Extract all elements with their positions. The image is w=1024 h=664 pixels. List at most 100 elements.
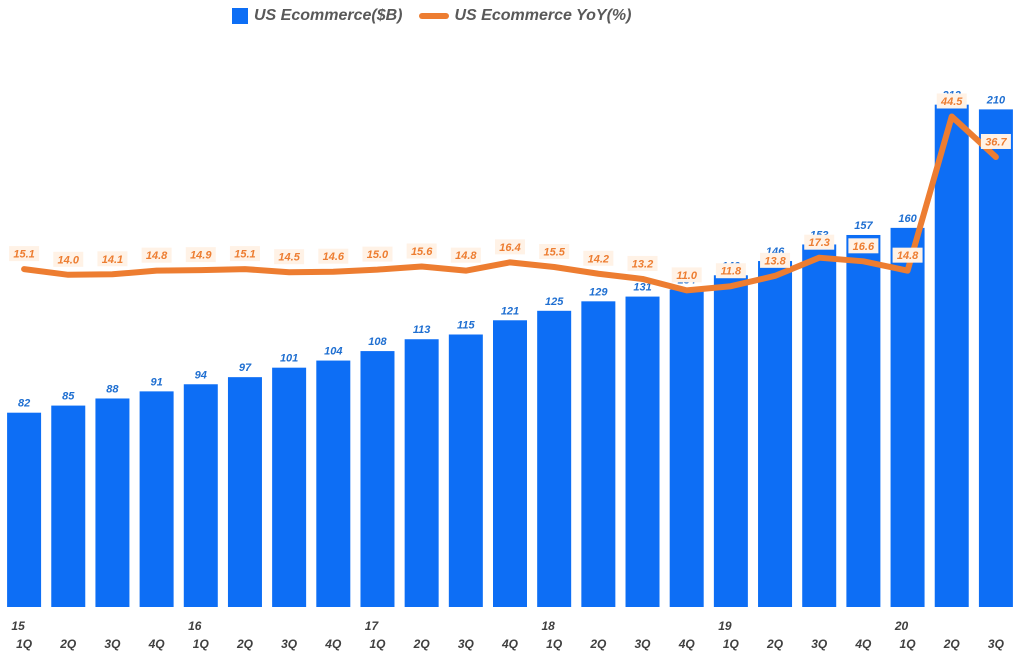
- bar-21[interactable]: [934, 104, 969, 608]
- yoy-label-text-10: 14.8: [455, 250, 477, 262]
- bar-label-10: 115: [457, 320, 475, 332]
- bar-4[interactable]: [183, 384, 218, 607]
- yoy-label-bg-12: [539, 244, 570, 260]
- bar-1[interactable]: [51, 405, 86, 607]
- yoy-label-8: 15.0: [362, 246, 393, 262]
- yoy-label-22: 36.7: [980, 133, 1011, 149]
- yoy-label-bg-8: [362, 246, 393, 262]
- bar-label-2: 88: [106, 383, 119, 395]
- yoy-label-bg-6: [274, 249, 305, 265]
- bar-14[interactable]: [625, 296, 660, 607]
- yoy-label-text-6: 14.5: [278, 252, 300, 264]
- bar-13[interactable]: [581, 301, 616, 607]
- yoy-label-13: 14.2: [583, 250, 614, 266]
- bar-8[interactable]: [360, 351, 395, 607]
- yoy-label-bg-16: [715, 263, 746, 279]
- yoy-label-text-5: 15.1: [234, 249, 255, 261]
- x-tick-quarter-8: 1Q: [369, 637, 386, 651]
- yoy-label-bg-5: [229, 246, 260, 262]
- bar-label-9: 113: [413, 324, 431, 336]
- yoy-label-16: 11.8: [715, 263, 746, 279]
- legend-item-ecommerce-yoy[interactable]: US Ecommerce YoY(%): [418, 7, 631, 25]
- bar-6[interactable]: [272, 367, 307, 607]
- x-tick-quarter-1: 2Q: [59, 637, 77, 651]
- bar-label-8: 108: [368, 336, 387, 348]
- bar-label-11: 121: [501, 305, 519, 317]
- x-tick-quarter-18: 3Q: [811, 637, 828, 651]
- bar-19[interactable]: [846, 234, 881, 607]
- bar-7[interactable]: [316, 360, 351, 607]
- bar-label-3: 91: [150, 376, 162, 388]
- bar-10[interactable]: [448, 334, 483, 608]
- yoy-label-0: 15.1: [9, 246, 40, 262]
- legend-swatch-line: [418, 13, 449, 19]
- bar-2[interactable]: [95, 398, 130, 607]
- x-tick-quarter-19: 4Q: [854, 637, 872, 651]
- yoy-label-text-3: 14.8: [146, 250, 168, 262]
- yoy-label-bg-14: [627, 255, 658, 271]
- yoy-label-21: 44.5: [936, 93, 967, 109]
- bar-20[interactable]: [890, 227, 925, 607]
- x-tick-quarter-7: 4Q: [324, 637, 342, 651]
- yoy-label-bg-4: [185, 247, 216, 263]
- x-tick-quarter-16: 1Q: [723, 637, 740, 651]
- bar-3[interactable]: [139, 391, 174, 607]
- yoy-label-text-8: 15.0: [367, 249, 389, 261]
- bar-12[interactable]: [537, 310, 572, 607]
- bar-5[interactable]: [227, 377, 262, 607]
- yoy-label-text-22: 36.7: [985, 136, 1007, 148]
- x-tick-quarter-6: 3Q: [281, 637, 298, 651]
- x-tick-year-4: 16: [188, 619, 202, 633]
- yoy-labels-layer: 15.1 14.0 14.1 14.8 14.9 15.1 14.5 14.6 15.0 15.6…: [9, 93, 1011, 283]
- yoy-label-text-13: 14.2: [588, 253, 609, 265]
- x-tick-quarter-2: 3Q: [104, 637, 121, 651]
- yoy-label-14: 13.2: [627, 255, 658, 271]
- bar-16[interactable]: [713, 275, 748, 607]
- bar-22[interactable]: [978, 109, 1013, 608]
- x-tick-quarter-3: 4Q: [148, 637, 166, 651]
- x-tick-quarter-14: 3Q: [635, 637, 652, 651]
- yoy-label-text-7: 14.6: [323, 251, 345, 263]
- bar-label-13: 129: [589, 286, 608, 298]
- bar-9[interactable]: [404, 339, 439, 607]
- bar-15[interactable]: [669, 289, 704, 607]
- legend-label-ecommerce-sales: US Ecommerce($B): [254, 7, 403, 24]
- x-tick-quarter-10: 3Q: [458, 637, 475, 651]
- bar-label-4: 94: [195, 369, 207, 381]
- bar-label-14: 131: [633, 282, 651, 294]
- bar-0[interactable]: [7, 412, 42, 607]
- yoy-label-bg-22: [980, 133, 1011, 149]
- yoy-label-bg-19: [848, 238, 879, 254]
- bar-label-20: 160: [898, 213, 917, 225]
- yoy-label-4: 14.9: [185, 247, 216, 263]
- yoy-label-20: 14.8: [892, 247, 923, 263]
- yoy-label-17: 13.8: [760, 252, 791, 268]
- bar-label-12: 125: [545, 296, 564, 308]
- yoy-label-text-0: 15.1: [13, 249, 34, 261]
- yoy-label-bg-13: [583, 250, 614, 266]
- yoy-label-2: 14.1: [97, 251, 128, 267]
- yoy-label-bg-3: [141, 247, 172, 263]
- bar-11[interactable]: [493, 320, 527, 607]
- yoy-label-bg-21: [936, 93, 967, 109]
- x-tick-quarter-0: 1Q: [16, 637, 33, 651]
- yoy-label-text-15: 11.0: [676, 270, 697, 282]
- yoy-label-text-2: 14.1: [102, 254, 123, 266]
- bar-label-6: 101: [280, 353, 298, 365]
- chart-legend: US Ecommerce($B) US Ecommerce YoY(%): [232, 2, 647, 30]
- x-tick-quarter-12: 1Q: [546, 637, 563, 651]
- yoy-label-bg-20: [892, 247, 923, 263]
- bar-18[interactable]: [802, 244, 837, 607]
- yoy-line[interactable]: [21, 113, 999, 294]
- yoy-label-1: 14.0: [53, 251, 84, 267]
- yoy-label-10: 14.8: [450, 247, 481, 263]
- yoy-label-text-4: 14.9: [190, 250, 212, 262]
- bar-17[interactable]: [758, 261, 793, 607]
- yoy-label-19: 16.6: [848, 238, 879, 254]
- yoy-label-bg-17: [760, 252, 791, 268]
- bar-label-17: 146: [766, 246, 785, 258]
- yoy-label-text-20: 14.8: [897, 250, 919, 262]
- legend-swatch-bar: [232, 8, 248, 24]
- x-tick-quarter-4: 1Q: [193, 637, 210, 651]
- legend-item-ecommerce-sales[interactable]: US Ecommerce($B): [232, 7, 403, 25]
